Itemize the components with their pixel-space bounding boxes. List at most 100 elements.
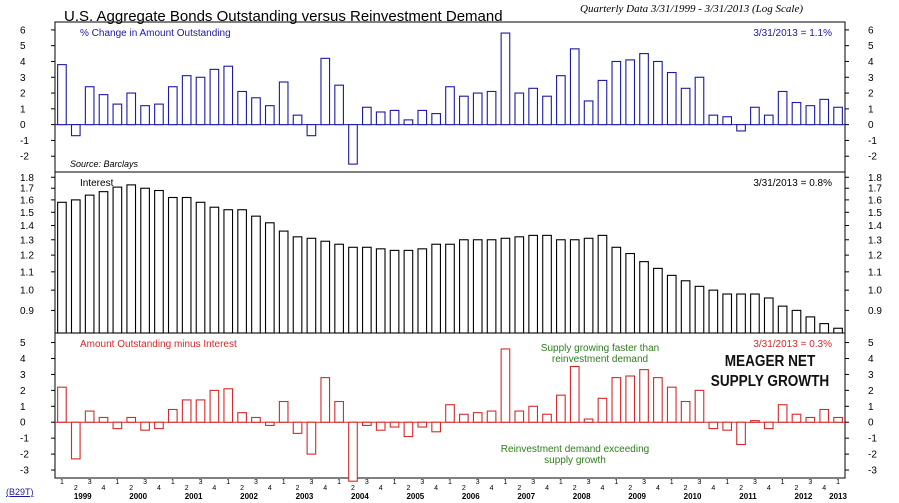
annotation-supply-line2: reinvestment demand: [552, 354, 648, 365]
bar: [237, 90, 247, 126]
bar: [237, 412, 247, 423]
bar: [445, 404, 455, 423]
x-quarter-label: 2: [74, 485, 78, 492]
x-quarter-label: 4: [268, 485, 272, 492]
x-year-label: 2001: [185, 492, 203, 501]
bar: [292, 114, 303, 126]
y-tick-label-left: 1.0: [20, 286, 34, 297]
x-quarter-label: 4: [379, 485, 383, 492]
bar: [528, 87, 539, 126]
bar: [251, 97, 261, 126]
bar: [237, 209, 247, 334]
bar: [348, 246, 358, 334]
x-quarter-label: 3: [587, 479, 591, 486]
x-quarter-label: 2: [739, 485, 743, 492]
bar: [763, 297, 774, 334]
bar: [680, 87, 691, 126]
bar: [639, 261, 649, 334]
y-tick-label-right: 0.9: [868, 306, 882, 317]
y-tick-label-right: 0: [868, 120, 874, 131]
y-tick-label-right: -2: [868, 450, 877, 461]
headline-line2: SUPPLY GROWTH: [711, 373, 829, 390]
bar: [791, 101, 802, 126]
bar: [70, 124, 81, 137]
bar: [112, 421, 123, 430]
y-tick-label-right: 1.6: [868, 195, 882, 206]
bar: [306, 421, 317, 455]
bar: [542, 413, 552, 423]
y-tick-label-left: 4: [20, 354, 26, 365]
bar: [361, 246, 372, 334]
x-quarter-label: 4: [711, 485, 715, 492]
bar: [167, 86, 178, 126]
bar: [694, 285, 705, 334]
panel-title: Amount Outstanding minus Interest: [80, 339, 237, 350]
bar: [736, 124, 746, 132]
y-tick-label-left: -1: [20, 136, 29, 147]
bar: [542, 234, 552, 334]
y-tick-label-right: 0: [868, 418, 874, 429]
bar: [251, 215, 261, 334]
x-quarter-label: 2: [573, 485, 577, 492]
annotation-demand-line2: supply growth: [544, 455, 606, 466]
y-tick-label-right: 2: [868, 386, 874, 397]
x-quarter-label: 2: [296, 485, 300, 492]
bar: [500, 348, 511, 423]
bar: [777, 90, 788, 126]
bar: [708, 114, 719, 126]
y-tick-label-right: 1: [868, 104, 874, 115]
y-tick-label-left: 1: [20, 104, 26, 115]
x-quarter-label: 1: [226, 479, 230, 486]
bar: [389, 249, 400, 334]
bar: [70, 199, 81, 334]
bar: [403, 249, 414, 334]
y-tick-label-right: 1.7: [868, 184, 882, 195]
bar: [181, 399, 192, 423]
bar: [611, 246, 622, 334]
bar: [611, 60, 622, 126]
bar: [417, 421, 428, 428]
bar: [84, 86, 95, 126]
bar: [694, 389, 705, 423]
chart-code-link[interactable]: (B29T): [6, 487, 34, 497]
y-tick-label-right: 4: [868, 354, 874, 365]
bar: [126, 92, 137, 126]
bar: [486, 239, 497, 334]
bar: [777, 404, 788, 423]
y-tick-label-right: 1.4: [868, 221, 882, 232]
bar: [431, 243, 441, 334]
bar: [708, 289, 719, 334]
bar: [569, 239, 580, 334]
y-tick-label-right: 1.0: [868, 286, 882, 297]
x-year-label: 1999: [74, 492, 92, 501]
y-tick-label-left: 1.1: [20, 267, 34, 278]
bar: [306, 124, 317, 137]
bar: [736, 293, 746, 334]
bar: [112, 103, 123, 126]
bar: [348, 421, 358, 482]
bar: [209, 206, 220, 334]
y-tick-label-left: 6: [20, 25, 26, 36]
bar: [431, 113, 441, 126]
bar: [819, 98, 830, 126]
x-year-label: 2009: [628, 492, 646, 501]
bar: [389, 109, 400, 126]
y-tick-label-left: 1.5: [20, 208, 34, 219]
x-quarter-label: 1: [337, 479, 341, 486]
y-tick-label-right: 5: [868, 338, 874, 349]
bar: [181, 75, 192, 126]
bar: [528, 405, 539, 423]
bar: [126, 184, 137, 334]
bar: [611, 377, 622, 423]
bar: [154, 103, 164, 126]
bar: [625, 59, 636, 126]
bar: [583, 100, 594, 126]
x-quarter-label: 3: [254, 479, 258, 486]
bar: [140, 187, 150, 334]
bar: [98, 416, 109, 423]
x-quarter-label: 4: [656, 485, 660, 492]
bar: [653, 60, 663, 126]
x-quarter-label: 3: [642, 479, 646, 486]
bar: [694, 76, 705, 126]
